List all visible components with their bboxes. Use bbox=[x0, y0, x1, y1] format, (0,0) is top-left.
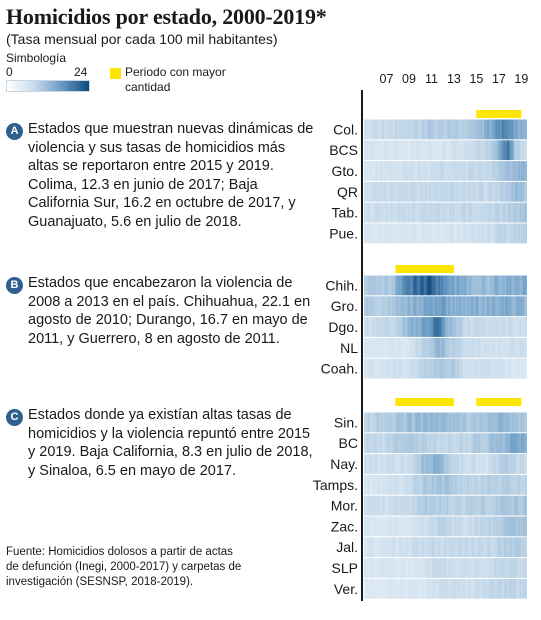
group-c-badge: C bbox=[6, 409, 23, 426]
x-tick-label: 15 bbox=[469, 72, 483, 86]
state-label: Col. bbox=[333, 121, 358, 137]
x-tick-label: 07 bbox=[380, 72, 394, 86]
state-label: Chih. bbox=[325, 277, 358, 293]
group-c-text: Estados donde ya existían altas tasas de… bbox=[28, 407, 313, 479]
heatmap-row-bc bbox=[364, 433, 527, 454]
source-note: Fuente: Homicidios dolosos a partir de a… bbox=[6, 546, 242, 588]
legend-color-scale bbox=[6, 80, 90, 92]
legend-min-label: 0 bbox=[6, 65, 13, 79]
group-a-badge: A bbox=[6, 123, 23, 140]
x-tick-label: 09 bbox=[402, 72, 416, 86]
state-label: Nay. bbox=[330, 456, 358, 472]
state-label: NL bbox=[340, 340, 358, 356]
state-label: Ver. bbox=[334, 581, 358, 597]
heatmap-row-nay bbox=[364, 454, 527, 474]
highlight-period-bar bbox=[395, 265, 454, 273]
heatmap-row-jal bbox=[364, 537, 527, 558]
state-label: Sin. bbox=[334, 414, 358, 430]
heatmap-row-ver bbox=[364, 578, 527, 599]
state-label: Gto. bbox=[332, 163, 358, 179]
heatmap-row-qr bbox=[364, 181, 527, 202]
state-label: Coah. bbox=[321, 361, 358, 377]
state-label: Gro. bbox=[331, 298, 358, 314]
heatmap-row-gto bbox=[364, 161, 527, 181]
state-label: BCS bbox=[329, 142, 358, 158]
state-label: Dgo. bbox=[328, 319, 358, 335]
highlight-period-bar bbox=[395, 398, 454, 406]
legend-title: Simbología bbox=[6, 51, 67, 65]
x-tick-label: 17 bbox=[492, 72, 506, 86]
state-label: Pue. bbox=[329, 225, 358, 241]
state-label: BC bbox=[339, 435, 358, 451]
heatmap-row-bcs bbox=[364, 140, 527, 161]
page-title: Homicidios por estado, 2000-2019* bbox=[6, 4, 327, 29]
heatmap-row-pue bbox=[364, 223, 527, 244]
state-label: Tamps. bbox=[313, 477, 358, 493]
group-a-text: Estados que muestran nuevas dinámicas de… bbox=[28, 121, 314, 230]
state-label: SLP bbox=[332, 560, 358, 576]
x-tick-label: 19 bbox=[514, 72, 528, 86]
chart-subtitle: (Tasa mensual por cada 100 mil habitante… bbox=[6, 31, 278, 47]
heatmap-row-dgo bbox=[364, 317, 527, 337]
state-label: Tab. bbox=[332, 205, 358, 221]
x-tick-label: 13 bbox=[447, 72, 461, 86]
state-label: Zac. bbox=[331, 518, 358, 534]
heatmap-row-gro bbox=[364, 296, 527, 317]
heatmap-row-tamps bbox=[364, 474, 527, 495]
heatmap-row-sin bbox=[364, 412, 527, 433]
heatmap-row-col bbox=[364, 119, 527, 140]
legend-period-label: Periodo con mayor cantidad bbox=[125, 65, 226, 94]
heatmap-row-chih bbox=[364, 275, 527, 296]
state-label: Mor. bbox=[331, 498, 358, 514]
group-b-badge: B bbox=[6, 277, 23, 294]
heatmap-row-coah bbox=[364, 358, 527, 379]
highlight-period-bar bbox=[476, 110, 522, 118]
legend-max-label: 24 bbox=[74, 65, 88, 79]
heatmap-row-zac bbox=[364, 516, 527, 537]
x-tick-label: 11 bbox=[425, 72, 438, 86]
legend-period-swatch bbox=[110, 68, 121, 79]
heatmap-row-nl bbox=[364, 337, 527, 358]
group-b-text: Estados que encabezaron la violencia de … bbox=[28, 275, 311, 347]
state-label: QR bbox=[337, 184, 358, 200]
heatmap-row-mor bbox=[364, 495, 527, 516]
state-label: Jal. bbox=[336, 539, 358, 555]
highlight-period-bar bbox=[476, 398, 522, 406]
heatmap-row-slp bbox=[364, 558, 527, 578]
heatmap-row-tab bbox=[364, 202, 527, 223]
